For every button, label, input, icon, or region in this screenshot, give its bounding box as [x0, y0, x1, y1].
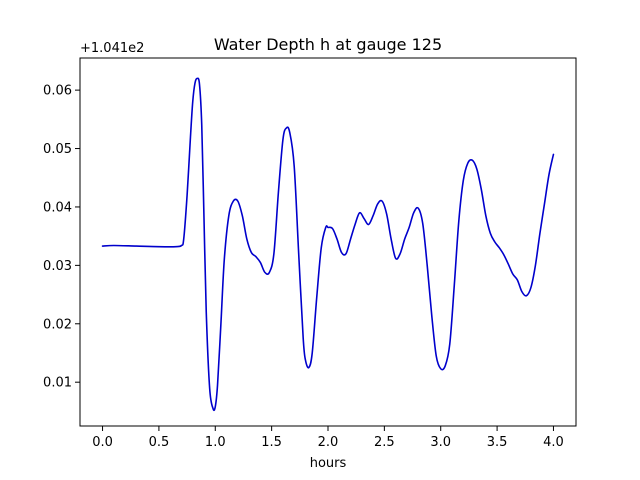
x-tick-label: 1.5 [261, 435, 282, 450]
x-tick-label: 4.0 [543, 435, 564, 450]
y-tick-label: 0.03 [43, 259, 72, 274]
y-tick-label: 0.01 [43, 376, 72, 391]
x-tick-label: 3.5 [487, 435, 508, 450]
y-tick-label: 0.05 [43, 142, 72, 157]
y-axis-offset-label: +1.041e2 [80, 41, 144, 56]
series-layer [101, 77, 555, 412]
x-tick-label: 2.5 [374, 435, 395, 450]
chart-title: Water Depth h at gauge 125 [214, 35, 442, 54]
y-tick-label: 0.06 [43, 84, 72, 99]
y-axis: 0.01 0.02 0.03 0.04 0.05 0.06 [43, 84, 80, 391]
plot-frame [79, 57, 577, 427]
x-tick-label: 0.0 [92, 435, 113, 450]
x-tick-label: 1.0 [205, 435, 226, 450]
x-tick-label: 3.0 [430, 435, 451, 450]
x-tick-label: 2.0 [318, 435, 339, 450]
x-axis: 0.0 0.5 1.0 1.5 2.0 2.5 3.0 3.5 4.0 [92, 426, 564, 450]
y-tick-label: 0.04 [43, 200, 72, 215]
x-tick-label: 0.5 [149, 435, 170, 450]
series-line-0 [101, 77, 555, 412]
y-tick-label: 0.02 [43, 317, 72, 332]
x-axis-label: hours [310, 456, 347, 471]
